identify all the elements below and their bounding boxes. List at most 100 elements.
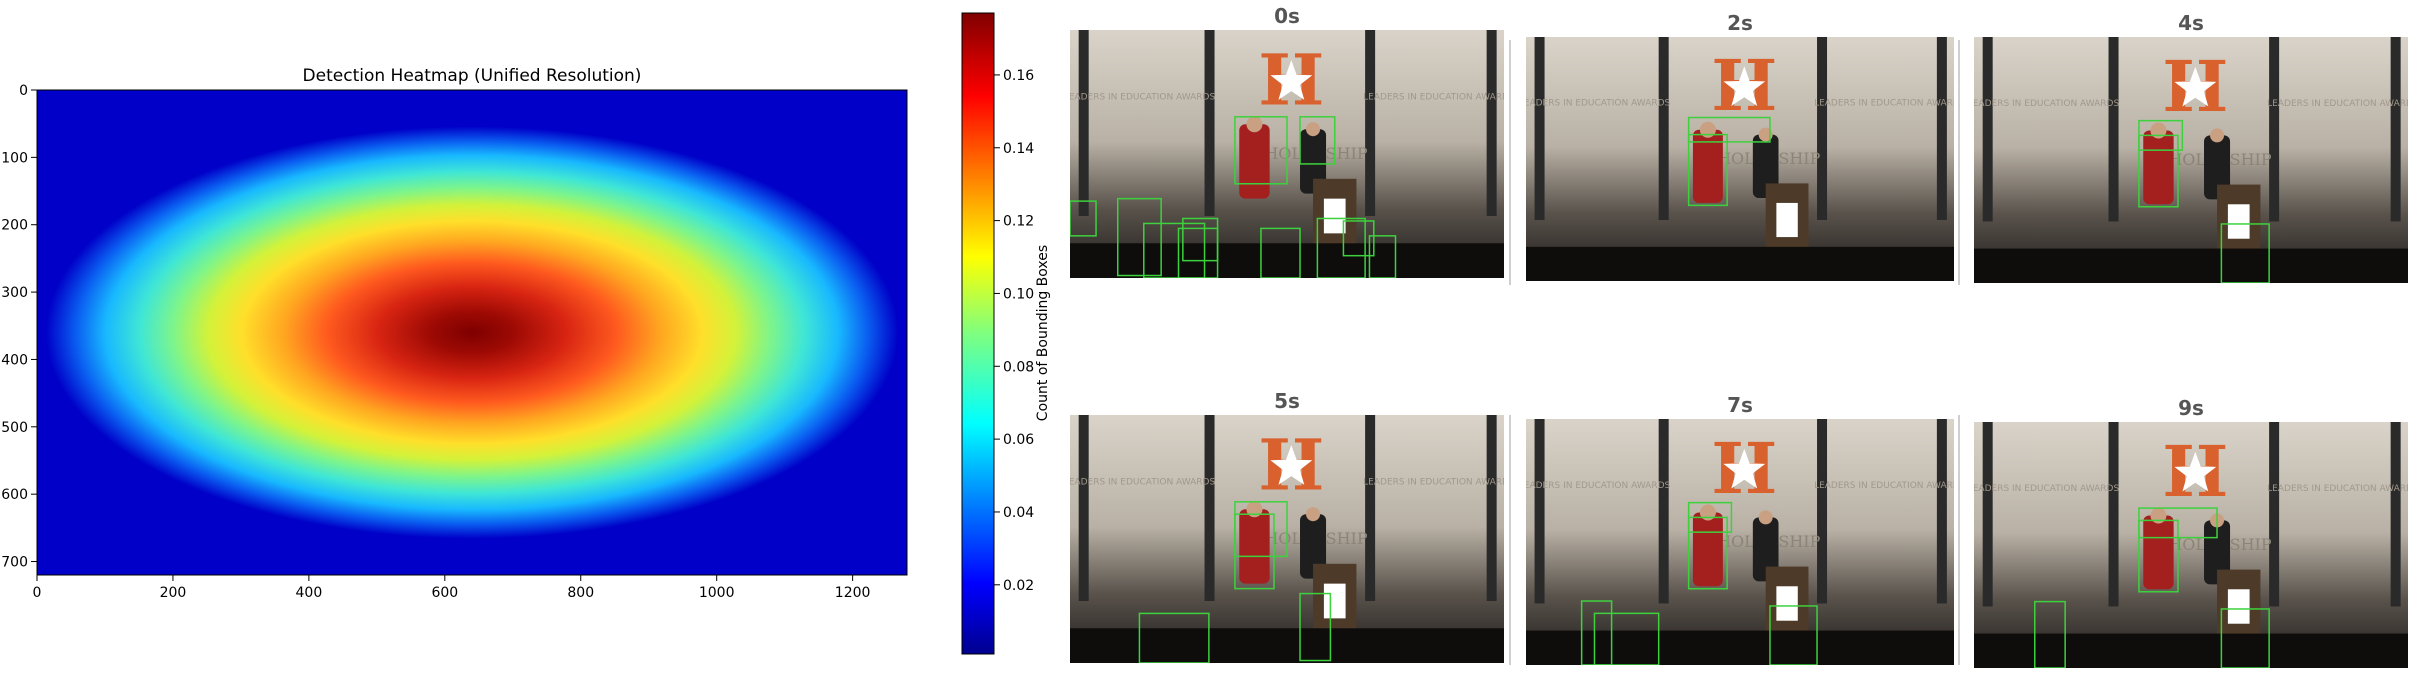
audience-floor	[1974, 248, 2408, 283]
speaker-figure	[1692, 512, 1723, 587]
backdrop-text-right: LEADERS IN EDUCATION AWARDS	[2267, 99, 2408, 109]
bounding-box	[1299, 592, 1332, 662]
bounding-box	[1687, 133, 1728, 207]
truss-pole	[1534, 37, 1545, 220]
frame-panel-4s: 4s LEADERS IN EDUCATION AWARDS LEADERS IN …	[1974, 0, 2408, 283]
x-axis-ticks: 0 200 400 600 800 1000 1200	[33, 575, 871, 601]
truss-pole	[1204, 415, 1215, 601]
audience-floor	[1526, 246, 1954, 281]
heatmap-field	[37, 90, 907, 575]
bounding-box	[1116, 197, 1162, 277]
truss-pole	[1936, 419, 1947, 604]
frame-scene: LEADERS IN EDUCATION AWARDS LEADERS IN ED…	[1974, 422, 2408, 668]
backdrop-text-left: LEADERS IN EDUCATION AWARDS	[1974, 99, 2119, 109]
frame-image: LEADERS IN EDUCATION AWARDS LEADERS IN ED…	[1974, 37, 2408, 283]
heatmap-title: Detection Heatmap (Unified Resolution)	[303, 66, 642, 86]
bounding-box	[1687, 516, 1728, 590]
bounding-box	[2220, 608, 2270, 668]
backdrop-text-left: LEADERS IN EDUCATION AWARDS	[1526, 98, 1670, 108]
bounding-box	[1299, 116, 1336, 165]
truss-pole	[2108, 37, 2119, 222]
speaker-figure	[2143, 130, 2174, 205]
truss-pole	[1982, 37, 1993, 222]
backdrop-text-left: LEADERS IN EDUCATION AWARDS	[1526, 481, 1670, 491]
backdrop-text-right: LEADERS IN EDUCATION AWARDS	[1814, 481, 1954, 491]
truss-pole	[2390, 422, 2401, 607]
truss-pole	[1204, 30, 1215, 216]
colorbar-tick-label: 0.12	[1003, 214, 1034, 230]
y-tick-label: 100	[1, 150, 28, 166]
speaker-figure	[1752, 517, 1779, 582]
frame-panel-0s: 0s LEADERS IN EDUCATION AWARDS LEADERS IN …	[1070, 0, 1504, 278]
speaker-head	[1306, 507, 1321, 522]
truss-pole	[1365, 30, 1376, 216]
audience-floor	[1974, 633, 2408, 668]
scene-background	[1974, 422, 2408, 668]
y-tick-label: 500	[1, 420, 28, 436]
audience-floor	[1526, 630, 1954, 665]
truss-pole	[1936, 37, 1947, 220]
bounding-box	[2220, 223, 2270, 283]
backdrop-text-right: LEADERS IN EDUCATION AWARDS	[2267, 484, 2408, 494]
truss-pole	[1365, 415, 1376, 601]
frame-image: LEADERS IN EDUCATION AWARDS LEADERS IN ED…	[1526, 419, 1954, 665]
truss-pole	[1078, 415, 1089, 601]
frame-divider	[1509, 40, 1511, 285]
logo-star-icon	[2174, 451, 2217, 492]
speaker-head	[1246, 501, 1263, 518]
heatmap-figure: Detection Heatmap (Unified Resolution) 0…	[1, 12, 1051, 655]
truss-pole	[1658, 419, 1669, 604]
frame-image: LEADERS IN EDUCATION AWARDS LEADERS IN ED…	[1070, 415, 1504, 663]
speaker-figure	[2204, 520, 2231, 585]
x-tick-label: 1200	[835, 585, 871, 601]
heatmap-plot-area	[36, 89, 908, 576]
speaker-head	[2150, 507, 2167, 524]
speaker-head	[1246, 116, 1263, 133]
x-tick-label: 0	[33, 585, 42, 601]
frame-panel-5s: 5s LEADERS IN EDUCATION AWARDS LEADERS IN …	[1070, 385, 1504, 663]
colorbar: 0.02 0.04 0.06 0.08 0.10 0.12 0.14 0.16 Count o…	[961, 12, 1051, 655]
colorbar-ticks: 0.02 0.04 0.06 0.08 0.10 0.12 0.14 0.16	[994, 68, 1034, 594]
frame-timestamp: 4s	[2178, 11, 2204, 35]
logo-star-icon	[1270, 445, 1313, 485]
heatmap-border	[36, 89, 908, 576]
truss-pole	[1817, 419, 1828, 604]
speaker-figure	[2204, 135, 2231, 200]
truss-pole	[1658, 37, 1669, 220]
speaker-figure	[1239, 124, 1270, 199]
speaker-head	[2150, 122, 2167, 139]
backdrop-text-right: LEADERS IN EDUCATION AWARDS	[1814, 98, 1954, 108]
audience-floor	[1070, 243, 1504, 278]
y-tick-label: 600	[1, 487, 28, 503]
colorbar-tick-label: 0.16	[1003, 68, 1034, 84]
colorbar-tick-label: 0.08	[1003, 359, 1034, 375]
bounding-box	[2138, 134, 2179, 208]
frame-timestamp: 7s	[1727, 393, 1753, 417]
podium-sign	[1323, 198, 1346, 234]
speaker-figure	[1752, 134, 1779, 199]
speaker-figure	[1692, 129, 1723, 203]
colorbar-tick-label: 0.14	[1003, 141, 1034, 157]
speaker-figure	[1300, 129, 1327, 194]
colorbar-tick-label: 0.10	[1003, 286, 1034, 302]
bounding-box	[1143, 222, 1206, 278]
y-tick-label: 400	[1, 352, 28, 368]
x-tick-label: 800	[567, 585, 594, 601]
colorbar-fill	[961, 12, 995, 655]
bounding-box	[1769, 605, 1818, 665]
backdrop-text-right: LEADERS IN EDUCATION AWARDS	[1363, 477, 1504, 487]
frame-panel-7s: 7s LEADERS IN EDUCATION AWARDS LEADERS IN …	[1526, 385, 1954, 665]
bounding-box	[1687, 116, 1771, 143]
x-tick-label: 200	[160, 585, 187, 601]
x-tick-label: 400	[296, 585, 323, 601]
speaker-head	[2210, 128, 2225, 143]
logo-star-icon	[1270, 60, 1313, 100]
frame-image: LEADERS IN EDUCATION AWARDS LEADERS IN ED…	[1974, 422, 2408, 668]
backdrop-text-left: LEADERS IN EDUCATION AWARDS	[1070, 477, 1215, 487]
frame-timestamp: 0s	[1274, 4, 1300, 28]
colorbar-tick-label: 0.06	[1003, 432, 1034, 448]
bounding-box	[1234, 513, 1275, 590]
frame-scene: LEADERS IN EDUCATION AWARDS LEADERS IN ED…	[1070, 30, 1504, 278]
frame-divider	[1509, 415, 1511, 665]
podium-sign	[2227, 204, 2250, 239]
